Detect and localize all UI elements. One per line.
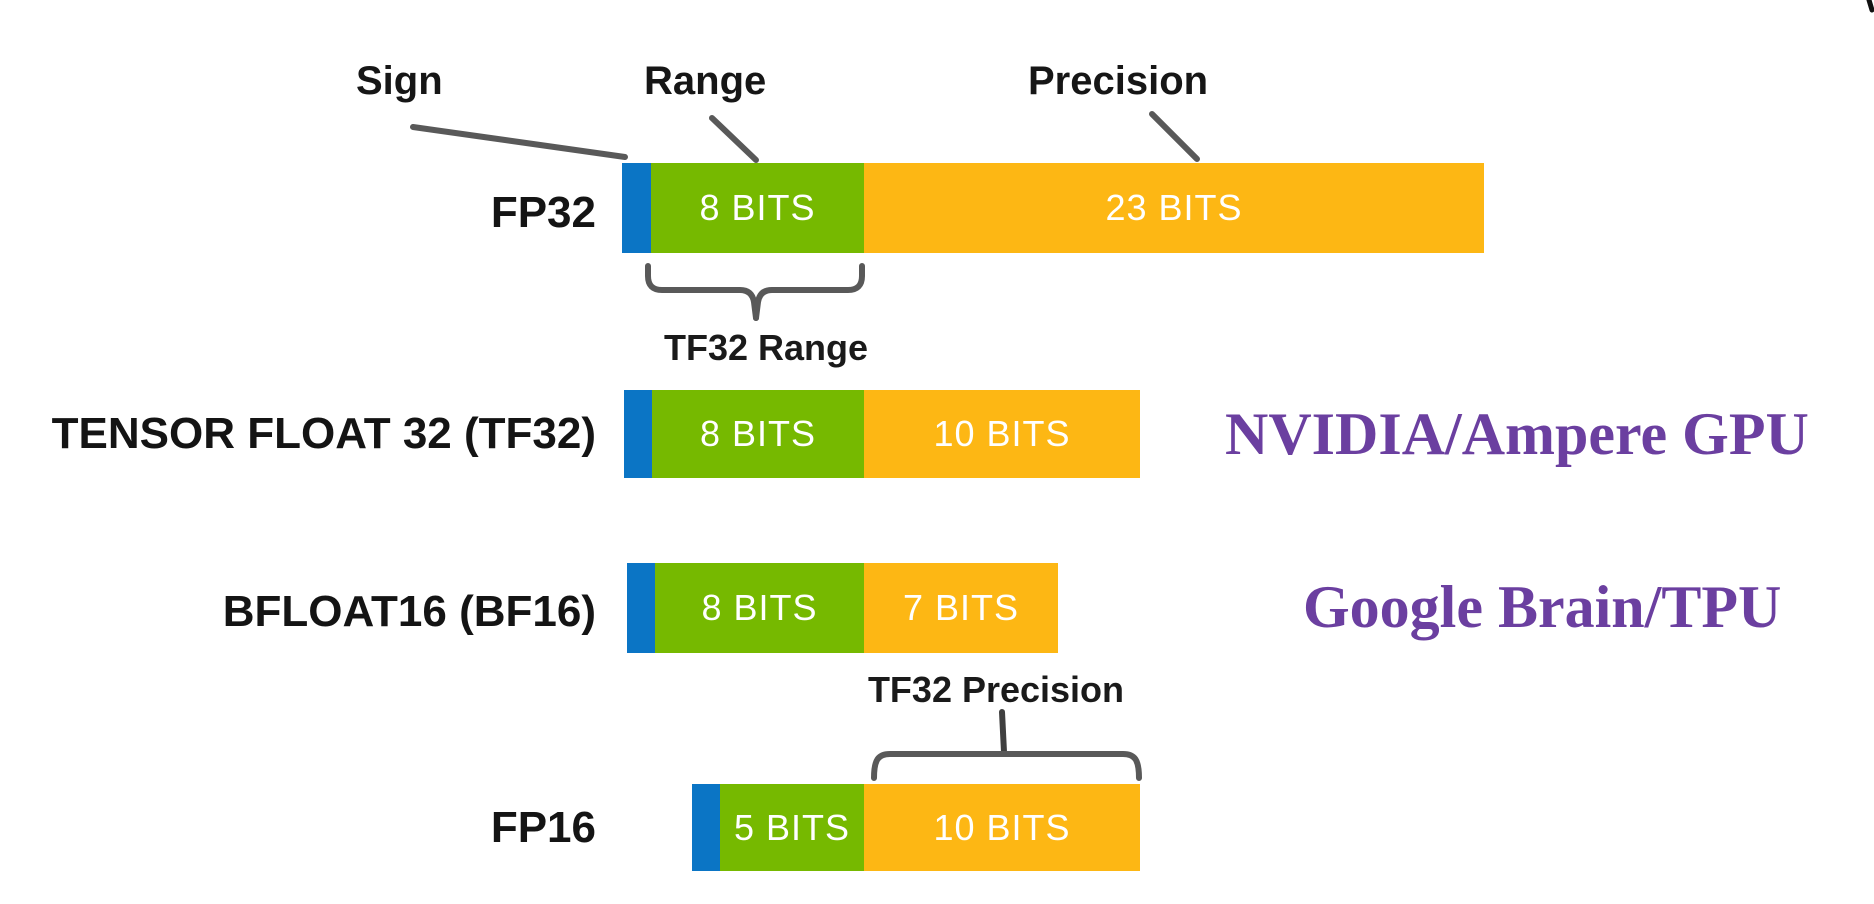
bf16-sign-segment [627,563,655,653]
fp32-sign-segment [622,163,651,253]
fp32-precision-bits-text: 23 BITS [1105,187,1243,228]
tf32-precision-segment: 10 BITS [864,390,1140,478]
fp32-range-segment: 8 BITS [651,163,864,253]
tf32-bar: 8 BITS 10 BITS [624,390,1140,478]
bf16-range-bits-text: 8 BITS [701,587,818,628]
range-header-label: Range [644,59,767,103]
fp32-precision-segment: 23 BITS [864,163,1484,253]
fp32-bar: 8 BITS 23 BITS [622,163,1484,253]
bf16-precision-segment: 7 BITS [864,563,1058,653]
tf32-range-bits-text: 8 BITS [699,413,817,454]
row-label-bf16: BFLOAT16 (BF16) [222,587,596,636]
fp16-precision-bits-text: 10 BITS [933,806,1071,848]
tf32-range-brace-right [753,263,865,321]
sign-header-label: Sign [356,59,443,103]
row-label-fp16: FP16 [490,803,596,852]
tf32-precision-brace [871,751,1142,781]
row-label-tf32: TENSOR FLOAT 32 (TF32) [51,409,596,458]
range-pointer-line [709,115,759,163]
tf32-sign-segment [624,390,652,478]
fp16-bar: 5 BITS 10 BITS [692,784,1140,871]
bf16-range-segment: 8 BITS [655,563,864,653]
fp16-sign-segment [692,784,720,871]
tf32-precision-stem [999,709,1007,755]
google-brain-note: Google Brain/TPU [1303,574,1782,640]
tf32-range-annotation: TF32 Range [663,327,869,368]
precision-pointer-line [1149,111,1200,162]
bf16-bar: 8 BITS 7 BITS [627,563,1058,653]
nvidia-ampere-note: NVIDIA/Ampere GPU [1225,401,1809,467]
fp32-range-bits-text: 8 BITS [699,187,816,228]
corner-artifact-mark [1866,0,1874,13]
fp16-precision-segment: 10 BITS [864,784,1140,871]
row-label-fp32: FP32 [490,188,596,237]
tf32-range-brace-left [645,263,759,321]
bf16-precision-bits-text: 7 BITS [902,587,1020,628]
tf32-precision-bits-text: 10 BITS [933,413,1071,454]
tf32-precision-annotation: TF32 Precision [867,669,1125,710]
fp16-range-segment: 5 BITS [720,784,864,871]
tf32-range-segment: 8 BITS [652,390,864,478]
precision-header-label: Precision [1028,59,1209,103]
sign-pointer-line [410,124,628,160]
fp16-range-bits-text: 5 BITS [733,806,851,848]
